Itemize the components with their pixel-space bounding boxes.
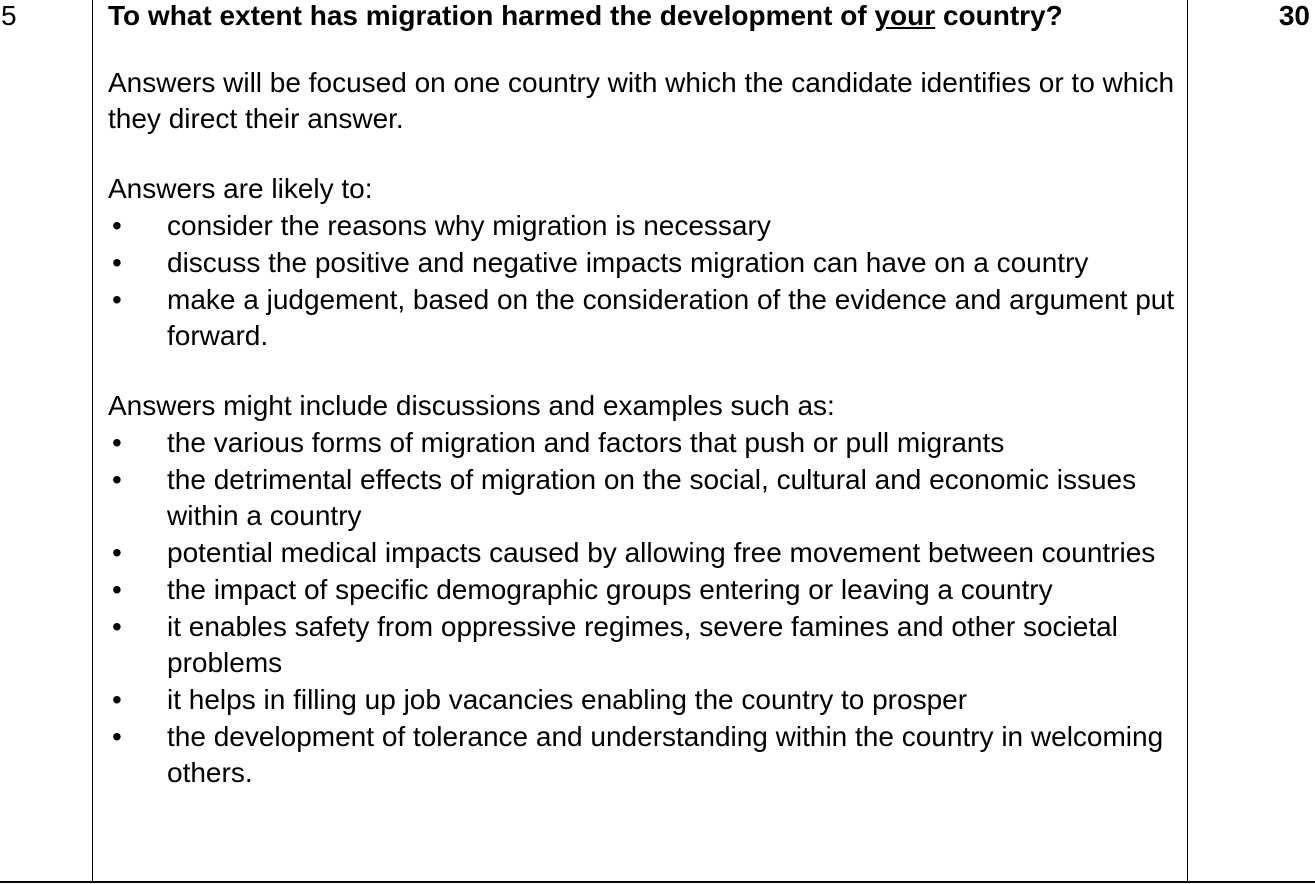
list-item: • it helps in filling up job vacancies en… [108, 682, 1183, 718]
guidance-cell: To what extent has migration harmed the … [108, 0, 1183, 791]
bullet-icon: • [112, 210, 122, 241]
bullet-icon: • [112, 284, 122, 315]
list-item-text: the detrimental effects of migration on … [167, 464, 1137, 531]
likely-list: • consider the reasons why migration is n… [108, 208, 1183, 354]
bullet-icon: • [112, 684, 122, 715]
question-underlined-word: your [874, 0, 936, 31]
list-item: • potential medical impacts caused by all… [108, 535, 1183, 571]
might-include-lead: Answers might include discussions and ex… [108, 390, 835, 421]
question-text-before: To what extent has migration harmed the … [108, 0, 875, 31]
list-item-text: the development of tolerance and underst… [167, 721, 1164, 788]
list-item-text: the impact of specific demographic group… [167, 574, 1053, 605]
list-item: • the detrimental effects of migration on… [108, 462, 1183, 534]
bullet-icon: • [112, 247, 122, 278]
list-item: • discuss the positive and negative impac… [108, 245, 1183, 281]
list-item-text: consider the reasons why migration is ne… [167, 210, 771, 241]
list-item: • consider the reasons why migration is n… [108, 208, 1183, 244]
list-item: • the development of tolerance and unders… [108, 719, 1183, 791]
list-item-text: make a judgement, based on the considera… [167, 284, 1175, 351]
bullet-icon: • [112, 464, 122, 495]
marks-value: 30 [1278, 0, 1310, 31]
likely-lead: Answers are likely to: [108, 173, 373, 204]
list-item: • it enables safety from oppressive regim… [108, 609, 1183, 681]
list-item: • the impact of specific demographic grou… [108, 572, 1183, 608]
intro-paragraph: Answers will be focused on one country w… [108, 67, 1175, 134]
might-include-list: • the various forms of migration and fact… [108, 425, 1183, 791]
bullet-icon: • [112, 574, 122, 605]
question-text-after: country? [935, 0, 1063, 31]
bullet-icon: • [112, 721, 122, 752]
list-item-text: potential medical impacts caused by allo… [167, 537, 1156, 568]
column-divider-left [92, 0, 93, 882]
bullet-icon: • [112, 427, 122, 458]
list-item-text: it enables safety from oppressive regime… [167, 611, 1118, 678]
question-text: To what extent has migration harmed the … [108, 0, 1183, 32]
column-divider-right [1187, 0, 1188, 882]
table-bottom-border [0, 881, 1315, 883]
list-item-text: discuss the positive and negative impact… [167, 247, 1089, 278]
bullet-icon: • [112, 611, 122, 642]
bullet-icon: • [112, 537, 122, 568]
list-item: • make a judgement, based on the consider… [108, 282, 1183, 354]
list-item-text: it helps in filling up job vacancies ena… [167, 684, 968, 715]
list-item-text: the various forms of migration and facto… [167, 427, 1005, 458]
list-item: • the various forms of migration and fact… [108, 425, 1183, 461]
question-number: 5 [1, 0, 17, 31]
